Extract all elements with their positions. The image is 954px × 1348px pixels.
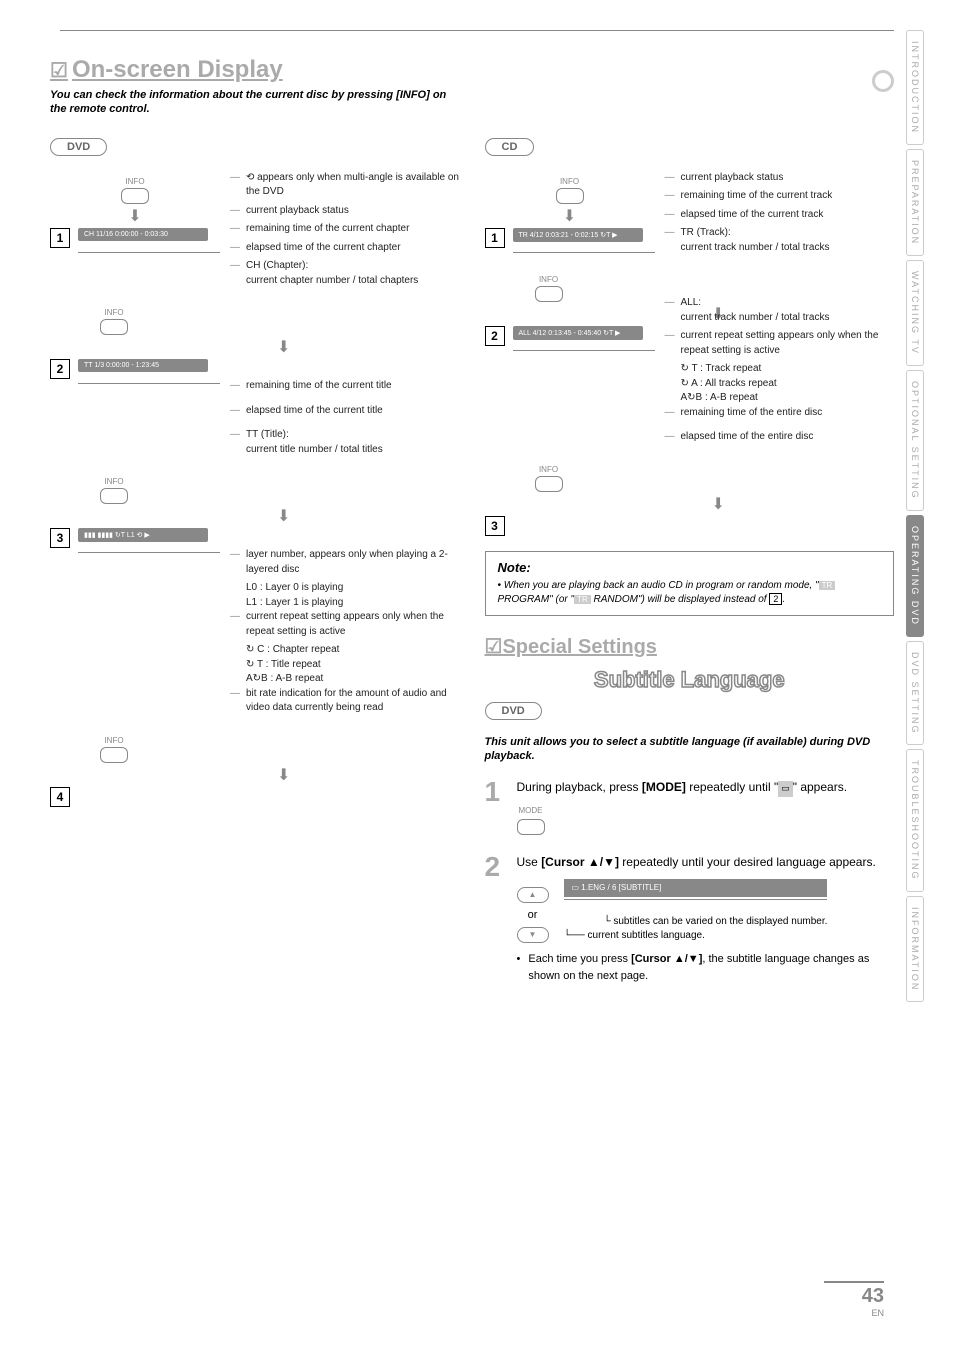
big-step-1: 1	[485, 778, 505, 835]
note-title: Note:	[498, 560, 882, 575]
dvd-desc-multiangle: ⟲ appears only when multi-angle is avail…	[246, 171, 460, 200]
cd-desc-remaining-disc: remaining time of the entire disc	[681, 406, 823, 421]
cursor-up-icon: ▲	[517, 887, 549, 903]
heading-onscreen-display: ☑On-screen Display	[50, 56, 894, 84]
section-subtitle-language: Subtitle Language	[485, 667, 895, 693]
tab-operating-dvd: OPERATING DVD	[906, 515, 924, 637]
cd-column: CD INFO ⬇ 1 TR 4/12 0:03:21 - 0:02:15 ↻T…	[485, 137, 895, 1003]
cd-osd-bar-2: ALL 4/12 0:13:45 - 0:45:40 ↻T ▶	[513, 326, 643, 340]
cd-desc-elapsed-disc: elapsed time of the entire disc	[681, 430, 814, 445]
tab-dvd-setting: DVD SETTING	[906, 641, 924, 746]
tab-preparation: PREPARATION	[906, 149, 924, 256]
step-num-3: 3	[50, 528, 70, 548]
tab-introduction: INTRODUCTION	[906, 30, 924, 145]
info-button-cd1: INFO	[556, 177, 584, 204]
info-button-cd3: INFO	[535, 465, 563, 492]
cd-desc-remaining-tr: remaining time of the current track	[681, 189, 833, 204]
tab-watching-tv: WATCHING TV	[906, 260, 924, 366]
tab-troubleshooting: TROUBLESHOOTING	[906, 749, 924, 892]
info-button-3: INFO	[100, 477, 128, 504]
header-dot-icon	[872, 70, 894, 92]
cd-desc-rab: A↻B : A-B repeat	[681, 391, 895, 406]
tab-information: INFORMATION	[906, 896, 924, 1002]
osd-bar-1: CH 11/16 0:00:00 - 0:03:30	[78, 228, 208, 241]
subtitle-icon: ▭	[778, 781, 793, 797]
step-2-text: Use [Cursor ▲/▼] repeatedly until your d…	[517, 853, 895, 985]
cursor-buttons: ▲ or ▼	[517, 887, 549, 944]
heading-subtitle: You can check the information about the …	[50, 88, 450, 117]
step-num-1: 1	[50, 228, 70, 248]
step-num-4: 4	[50, 787, 70, 807]
dvd-desc-rab: A↻B : A-B repeat	[246, 672, 460, 687]
cd-desc-elapsed-tr: elapsed time of the current track	[681, 208, 824, 223]
info-button-2: INFO	[100, 308, 128, 335]
dvd-desc-repeat: current repeat setting appears only when…	[246, 610, 460, 639]
cd-desc-tr: TR (Track): current track number / total…	[681, 226, 830, 255]
dvd-desc-elapsed-ch: elapsed time of the current chapter	[246, 241, 401, 256]
dvd-desc-remaining-tt: remaining time of the current title	[246, 379, 392, 394]
cd-desc-status: current playback status	[681, 171, 784, 186]
cd-desc-ra: ↻ A : All tracks repeat	[681, 377, 895, 392]
tab-optional-setting: OPTIONAL SETTING	[906, 370, 924, 511]
dvd-desc-status: current playback status	[246, 204, 349, 219]
osd-bar-3: ▮▮▮ ▮▮▮▮ ↻T L1 ⟲ ▶	[78, 528, 208, 542]
dvd-label-2: DVD	[485, 702, 542, 720]
note-box: Note: • When you are playing back an aud…	[485, 551, 895, 616]
info-button-cd2: INFO	[535, 275, 563, 302]
dvd-column: DVD INFO ⬇ 1 CH 11/16 0:00:00 - 0:03:30	[50, 137, 460, 1003]
page-number: 43 EN	[824, 1281, 884, 1318]
cursor-down-icon: ▼	[517, 927, 549, 943]
note-text: • When you are playing back an audio CD …	[498, 579, 882, 607]
dvd-desc-l0: L0 : Layer 0 is playing	[246, 581, 460, 596]
dvd-desc-elapsed-tt: elapsed time of the current title	[246, 404, 383, 419]
mode-button: MODE	[517, 805, 895, 835]
arrow-down-icon: ⬇	[108, 506, 460, 526]
or-text: or	[528, 907, 538, 924]
dvd-label: DVD	[50, 138, 107, 156]
cd-osd-bar-1: TR 4/12 0:03:21 - 0:02:15 ↻T ▶	[513, 228, 643, 242]
dvd-desc-tt: TT (Title): current title number / total…	[246, 428, 383, 457]
cd-label: CD	[485, 138, 535, 156]
big-step-2: 2	[485, 853, 505, 985]
info-button-4: INFO	[100, 736, 128, 763]
dvd-desc-ch: CH (Chapter): current chapter number / t…	[246, 259, 418, 288]
dvd-desc-rc: ↻ C : Chapter repeat	[246, 643, 460, 658]
dvd-desc-bitrate: bit rate indication for the amount of au…	[246, 687, 460, 716]
subtitle-osd-bar: ▭ 1.ENG / 6 [SUBTITLE]	[564, 879, 828, 897]
step-1-text: During playback, press [MODE] repeatedly…	[517, 778, 895, 835]
osd-bar-2: TT 1/3 0:00:00 - 1:23:45	[78, 359, 208, 372]
dvd-desc-layer: layer number, appears only when playing …	[246, 548, 460, 577]
arrow-down-icon: ⬇	[108, 337, 460, 357]
bullet-item: • Each time you press [Cursor ▲/▼], the …	[517, 951, 895, 984]
step-num-2: 2	[50, 359, 70, 379]
body-text-subtitle: This unit allows you to select a subtitl…	[485, 735, 895, 764]
cd-desc-repeat: current repeat setting appears only when…	[681, 329, 895, 358]
info-button-1: INFO	[121, 177, 149, 204]
dvd-desc-l1: L1 : Layer 1 is playing	[246, 596, 460, 611]
arrow-down-icon: ⬇	[108, 765, 460, 785]
sub-desc: └ subtitles can be varied on the display…	[564, 915, 828, 943]
arrow-down-icon: ⬇	[543, 494, 895, 514]
dvd-desc-remaining-ch: remaining time of the current chapter	[246, 222, 409, 237]
cd-step-num-2: 2	[485, 326, 505, 346]
dvd-desc-rt: ↻ T : Title repeat	[246, 658, 460, 673]
arrow-down-icon: ⬇	[485, 206, 655, 226]
cd-step-num-1: 1	[485, 228, 505, 248]
arrow-down-icon: ⬇	[50, 206, 220, 226]
side-tabs: INTRODUCTION PREPARATION WATCHING TV OPT…	[906, 30, 924, 1002]
cd-desc-rt: ↻ T : Track repeat	[681, 362, 895, 377]
cd-step-num-3: 3	[485, 516, 505, 536]
cd-desc-all: ALL: current track number / total tracks	[681, 296, 830, 325]
heading-special-settings: ☑Special Settings	[485, 634, 895, 659]
